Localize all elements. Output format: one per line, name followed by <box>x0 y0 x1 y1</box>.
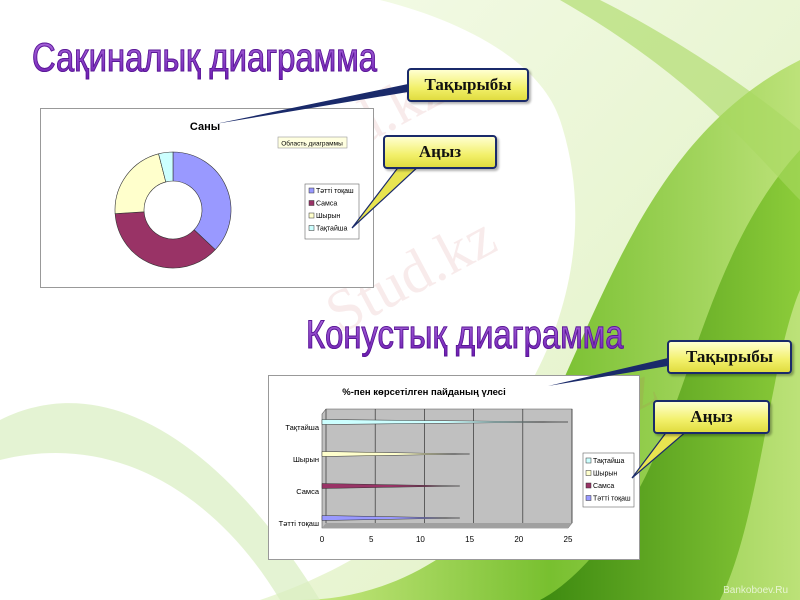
legend-item: Самса <box>316 201 337 208</box>
legend: Тәтті тоқаш Самса Шырын Тақтайша <box>304 183 360 240</box>
legend-item: Тақтайша <box>316 225 347 233</box>
legend-swatch <box>585 495 592 501</box>
legend: Тақтайша Шырын Самса Тәтті тоқаш <box>582 452 635 508</box>
callout-legend: Аңыз <box>383 135 497 169</box>
x-tick-label: 20 <box>514 535 523 544</box>
cone-bar <box>321 515 460 521</box>
doughnut-slice-3 <box>114 153 167 214</box>
plot-area <box>321 408 573 529</box>
x-tick-label: 15 <box>465 535 474 544</box>
cone-chart: %-пен көрсетілген пайданың үлесі 0 5 10 15 2… <box>268 375 640 560</box>
doughnut-slice-1 <box>172 151 232 251</box>
legend-box <box>582 452 635 508</box>
cone-bar <box>321 451 470 457</box>
x-tick-label: 5 <box>369 535 374 544</box>
legend-swatch <box>308 187 315 194</box>
chart-title: %-пен көрсетілген пайданың үлесі <box>342 387 505 398</box>
doughnut-chart-svg: Саны Область диаграммы Тәтті тоқаш Самса Ш… <box>114 121 360 269</box>
chart-area-tooltip: Область диаграммы <box>281 140 343 148</box>
legend-item: Шырын <box>593 471 617 478</box>
cone-bar <box>321 419 569 425</box>
chart-title: Саны <box>190 121 220 133</box>
doughnut-slice-4 <box>158 151 174 183</box>
callout-title: Тақырыбы <box>407 68 529 102</box>
legend-item: Шырын <box>316 213 340 220</box>
x-tick-label: 0 <box>320 535 325 544</box>
legend-swatch <box>585 482 592 489</box>
x-tick-label: 25 <box>564 535 573 544</box>
legend-swatch <box>585 470 592 476</box>
y-tick-label: Тәтті тоқаш <box>279 519 319 528</box>
legend-swatch <box>308 225 315 231</box>
legend-swatch <box>308 212 315 219</box>
y-tick-label: Тақтайша <box>285 423 319 432</box>
y-tick-label: Самса <box>296 487 320 496</box>
callout-title: Тақырыбы <box>667 340 792 374</box>
tooltip-box <box>277 136 348 149</box>
legend-item: Самса <box>593 483 614 490</box>
doughnut-slice-2 <box>114 211 216 269</box>
slide-title-doughnut: Сақиналық диаграмма <box>32 36 378 81</box>
x-tick-label: 10 <box>416 535 425 544</box>
legend-item: Тәтті тоқаш <box>593 495 631 503</box>
legend-swatch <box>585 457 592 464</box>
slide-title-cone: Конустық диаграмма <box>306 313 624 358</box>
doughnut-chart: Саны Область диаграммы Тәтті тоқаш Самса Ш… <box>40 108 374 288</box>
plot-floor <box>322 523 572 528</box>
corner-watermark: Bankoboev.Ru <box>723 585 788 596</box>
legend-item: Тәтті тоқаш <box>316 187 354 195</box>
cone-bar <box>321 483 460 489</box>
y-tick-label: Шырын <box>293 455 319 464</box>
cone-chart-svg: %-пен көрсетілген пайданың үлесі 0 5 10 15 2… <box>279 387 635 544</box>
legend-swatch <box>308 200 315 206</box>
callout-legend: Аңыз <box>653 400 770 434</box>
legend-item: Тақтайша <box>593 457 624 465</box>
